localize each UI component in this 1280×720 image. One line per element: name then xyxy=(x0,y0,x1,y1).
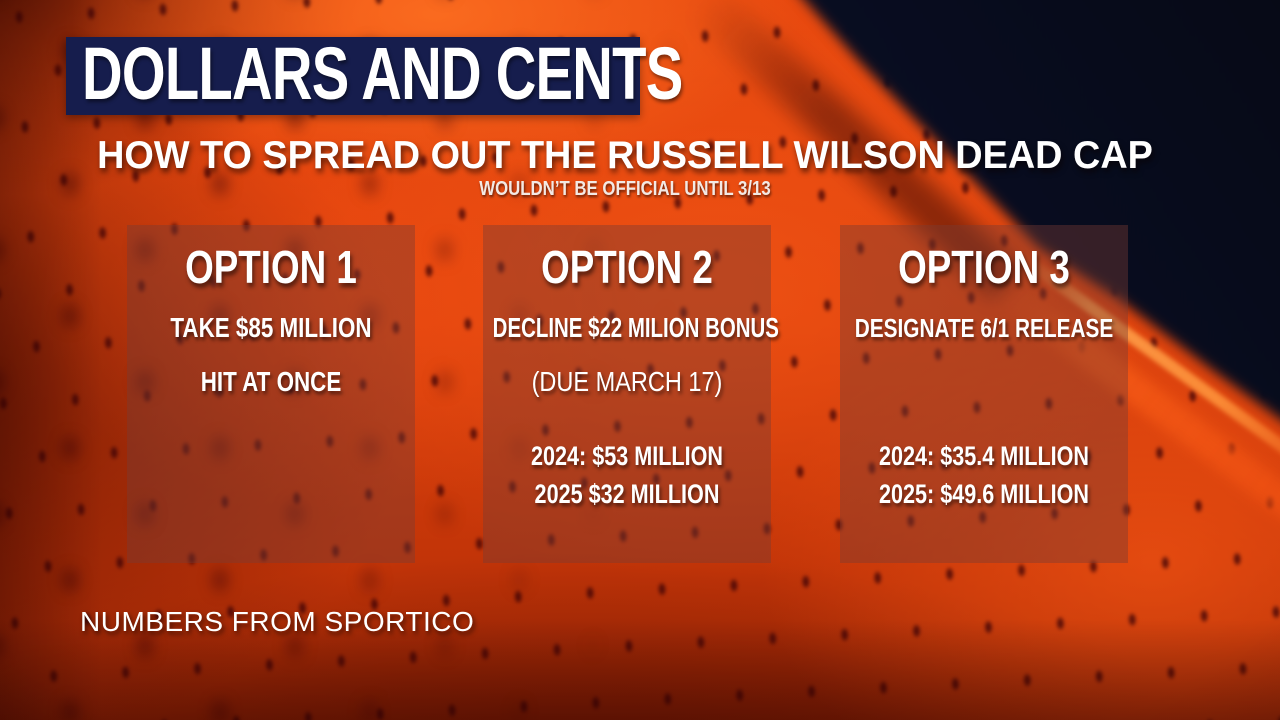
option-line: HIT AT ONCE xyxy=(200,366,342,397)
sub-heading: WOULDN’T BE OFFICIAL UNTIL 3/13 xyxy=(479,178,771,200)
year-amount: 2024: $35.4 MILLION xyxy=(878,441,1090,471)
option-2-yearly-breakdown: 2024: $53 MILLION 2025 $32 MILLION xyxy=(453,437,801,513)
year-amount: 2024: $53 MILLION xyxy=(530,441,724,471)
option-line: (DUE MARCH 17) xyxy=(531,366,723,397)
option-3-title: OPTION 3 xyxy=(898,241,1070,293)
option-box-2: OPTION 2 DECLINE $22 MILION BONUS (DUE M… xyxy=(483,225,779,563)
year-amount: 2025: $49.6 MILLION xyxy=(878,479,1090,509)
option-box-3: OPTION 3 DESIGNATE 6/1 RELEASE 2024: $35… xyxy=(840,225,1128,563)
source-credit: NUMBERS FROM SPORTICO xyxy=(80,606,475,637)
banner-title: DOLLARS AND CENTS xyxy=(82,31,683,115)
option-2-lines: DECLINE $22 MILION BONUS (DUE MARCH 17) xyxy=(443,311,811,419)
option-1-lines: TAKE $85 MILLION HIT AT ONCE xyxy=(87,311,455,419)
main-heading: HOW TO SPREAD OUT THE RUSSELL WILSON DEA… xyxy=(97,134,1153,177)
option-3-lines: DESIGNATE 6/1 RELEASE xyxy=(800,311,1168,365)
option-1-title: OPTION 1 xyxy=(185,241,357,293)
option-3-yearly-breakdown: 2024: $35.4 MILLION 2025: $49.6 MILLION xyxy=(810,437,1158,513)
option-line: DECLINE $22 MILION BONUS xyxy=(492,312,779,343)
option-2-title: OPTION 2 xyxy=(541,241,713,293)
option-line: TAKE $85 MILLION xyxy=(170,312,372,343)
year-amount: 2025 $32 MILLION xyxy=(534,479,720,509)
option-line: DESIGNATE 6/1 RELEASE xyxy=(854,313,1114,343)
option-box-1: OPTION 1 TAKE $85 MILLION HIT AT ONCE xyxy=(127,225,415,563)
title-banner: DOLLARS AND CENTS xyxy=(66,36,683,115)
